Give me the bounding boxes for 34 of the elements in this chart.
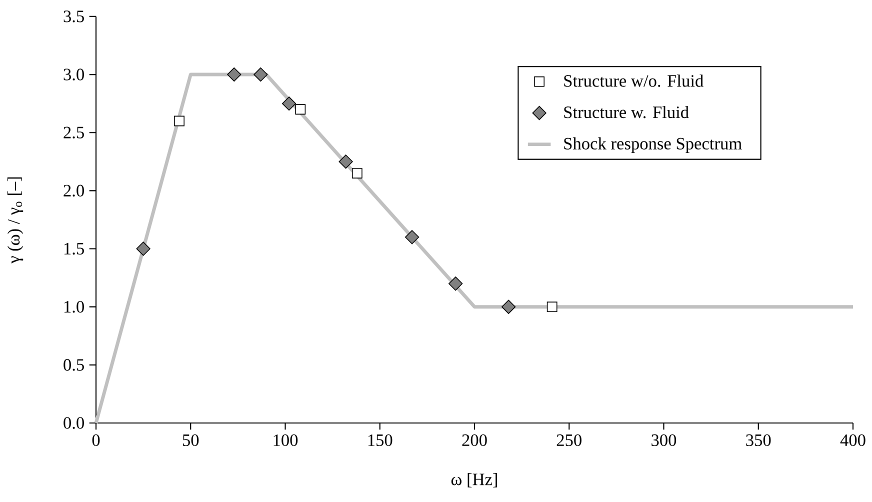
- y-tick-label: 3.0: [64, 68, 84, 80]
- point: [174, 116, 184, 126]
- point: [295, 104, 306, 115]
- point: [254, 67, 268, 82]
- legend-label: Shock response Spectrum: [564, 137, 742, 154]
- point: [448, 276, 463, 291]
- point: [338, 154, 353, 169]
- x-tick-label: 200: [462, 434, 487, 446]
- point: [136, 242, 150, 256]
- x-tick-label: 150: [368, 434, 392, 446]
- x-tick-label: 250: [556, 434, 582, 446]
- x-axis-title: ω [Hz]: [451, 473, 497, 488]
- y-tick-label: 2.0: [64, 184, 84, 197]
- point: [546, 302, 558, 312]
- x-tick-label: 100: [274, 434, 298, 446]
- point: [405, 230, 420, 244]
- x-tick-label: 400: [840, 434, 866, 446]
- x-tick-label: 50: [182, 434, 199, 446]
- point: [352, 168, 362, 178]
- legend-label: Structure w/o. Fluid: [564, 74, 704, 87]
- y-tick-label: 0.5: [64, 359, 84, 371]
- y-tick-label: 3.5: [64, 10, 84, 22]
- y-tick-label: 1.5: [64, 242, 84, 255]
- x-tick-label: 350: [746, 434, 771, 446]
- y-tick-label: 1.0: [64, 300, 84, 313]
- x-tick-label: 300: [652, 434, 676, 446]
- point: [502, 300, 516, 314]
- y-tick-label: 2.5: [64, 126, 84, 138]
- legend-label: Structure w. Fluid: [564, 106, 689, 118]
- y-axis-title: γ (ω) / γ$_{o}$ [–]: [7, 177, 24, 264]
- y-tick-label: 0.0: [64, 417, 84, 429]
- x-tick-label: 0: [92, 434, 100, 446]
- point: [227, 67, 242, 82]
- point: [282, 96, 296, 111]
